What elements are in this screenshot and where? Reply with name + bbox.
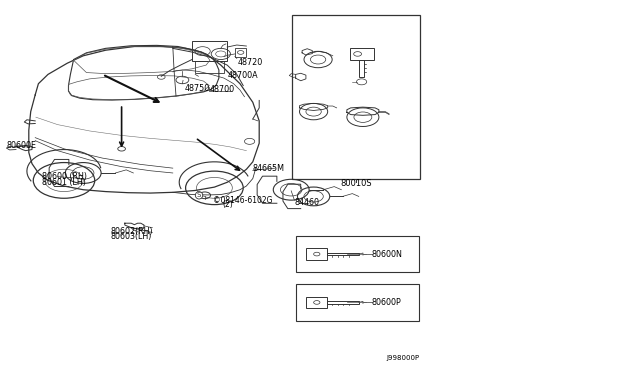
Bar (327, 301, 359, 304)
Bar (195, 61, 224, 73)
Bar (360, 60, 364, 77)
Text: 48700A: 48700A (227, 71, 258, 80)
Bar (296, 284, 419, 321)
Text: 48700: 48700 (210, 85, 235, 94)
Bar (292, 15, 420, 179)
Bar (349, 48, 374, 60)
Text: 80600N: 80600N (372, 250, 403, 259)
Text: 80600P: 80600P (372, 298, 401, 307)
Text: J998000P: J998000P (386, 355, 419, 361)
Text: 80010S: 80010S (340, 179, 372, 188)
Text: S: S (197, 192, 201, 198)
Text: 80601 (LH): 80601 (LH) (42, 178, 86, 187)
Text: (2): (2) (223, 201, 234, 209)
Text: 48720: 48720 (238, 58, 263, 67)
Text: ©08146-6102G: ©08146-6102G (213, 196, 273, 205)
Text: 84460: 84460 (294, 198, 319, 207)
Bar (307, 248, 327, 260)
Bar (235, 48, 246, 57)
Text: 80602(RH): 80602(RH) (110, 227, 153, 236)
Bar (307, 296, 327, 308)
Bar (296, 236, 419, 272)
Bar (192, 41, 227, 61)
Text: 80600 (RH): 80600 (RH) (42, 172, 86, 181)
Text: 80603(LH): 80603(LH) (110, 232, 152, 241)
Text: 80600E: 80600E (6, 141, 36, 150)
Bar (327, 253, 359, 255)
Text: 84665M: 84665M (253, 164, 285, 173)
Text: 48750: 48750 (185, 84, 210, 93)
